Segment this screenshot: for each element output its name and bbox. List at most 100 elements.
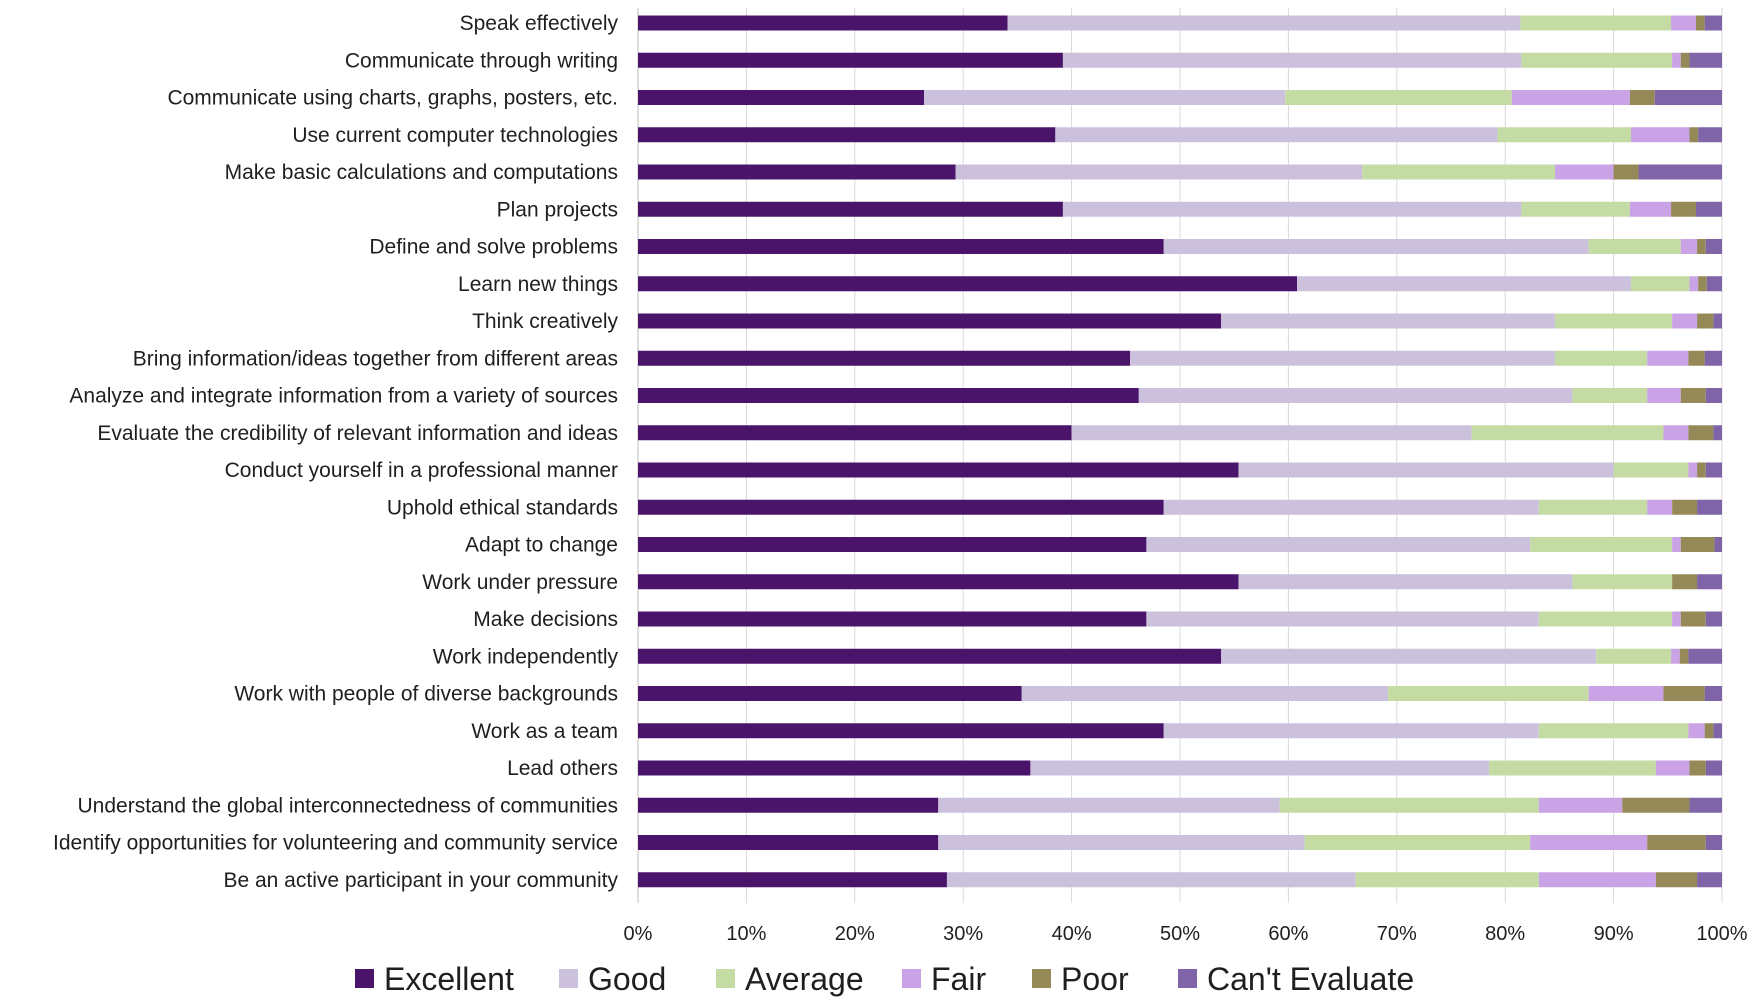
bar-segment-average	[1538, 499, 1648, 515]
category-label: Think creatively	[472, 310, 618, 333]
bar-row	[638, 648, 1722, 664]
category-label: Communicate using charts, graphs, poster…	[167, 87, 618, 110]
bar-segment-good	[1297, 276, 1631, 292]
bar-segment-excellent	[638, 574, 1239, 590]
category-label: Uphold ethical standards	[387, 496, 618, 519]
bar-segment-fair	[1672, 537, 1681, 552]
x-tick-label: 30%	[943, 923, 983, 945]
category-label: Plan projects	[497, 198, 618, 221]
bar-segment-can-t-evaluate	[1713, 313, 1722, 329]
bar-segment-good	[1146, 537, 1531, 552]
bar-segment-poor	[1697, 462, 1706, 478]
bar-segment-excellent	[638, 462, 1239, 478]
legend: Excellent Good Average Fair Poor Can't Evalua…	[355, 961, 1414, 997]
bar-row	[638, 15, 1722, 31]
bar-segment-average	[1555, 313, 1673, 329]
bar-segment-fair	[1647, 388, 1681, 403]
legend-swatch	[355, 969, 374, 988]
category-label: Understand the global interconnectedness…	[78, 794, 618, 817]
bar-row	[638, 835, 1722, 850]
bar-segment-good	[1238, 462, 1614, 478]
bar-segment-good	[1138, 388, 1573, 403]
bar-segment-can-t-evaluate	[1704, 686, 1722, 701]
bar-segment-excellent	[638, 872, 947, 888]
bar-segment-average	[1521, 52, 1673, 68]
category-label: Communicate through writing	[345, 49, 618, 72]
legend-label: Poor	[1061, 961, 1129, 997]
bar-segment-average	[1521, 201, 1630, 217]
bar-row	[638, 723, 1722, 739]
bar-row	[638, 388, 1722, 403]
bar-segment-average	[1488, 760, 1656, 776]
bar-segment-poor	[1688, 350, 1705, 366]
bar-segment-fair	[1663, 425, 1689, 441]
bar-segment-excellent	[638, 15, 1008, 31]
x-tick-label: 0%	[624, 923, 653, 945]
bars	[638, 15, 1722, 888]
legend-label: Can't Evaluate	[1207, 961, 1414, 997]
bar-segment-can-t-evaluate	[1697, 499, 1722, 515]
bar-segment-poor	[1671, 201, 1696, 217]
bar-row	[638, 90, 1722, 105]
bar-segment-excellent	[638, 648, 1222, 664]
bar-segment-excellent	[638, 127, 1056, 143]
bar-segment-average	[1304, 835, 1531, 850]
legend-item-can-t-evaluate: Can't Evaluate	[1178, 961, 1414, 997]
bar-segment-fair	[1538, 872, 1656, 888]
x-tick-label: 60%	[1268, 923, 1308, 945]
bar-segment-excellent	[638, 90, 925, 105]
bar-segment-good	[1163, 499, 1539, 515]
bar-segment-poor	[1663, 686, 1705, 701]
bar-row	[638, 350, 1722, 366]
bar-segment-fair	[1672, 52, 1681, 68]
bar-segment-poor	[1679, 648, 1689, 664]
bar-segment-excellent	[638, 350, 1131, 366]
legend-swatch	[1032, 969, 1051, 988]
bar-segment-poor	[1622, 797, 1690, 813]
bar-segment-fair	[1538, 797, 1623, 813]
bar-segment-average	[1497, 127, 1631, 143]
bar-segment-fair	[1630, 127, 1690, 143]
bar-segment-poor	[1688, 425, 1714, 441]
bar-segment-fair	[1672, 611, 1681, 627]
bar-segment-average	[1471, 425, 1664, 441]
legend-item-excellent: Excellent	[355, 961, 514, 997]
bar-segment-good	[1130, 350, 1556, 366]
bar-segment-excellent	[638, 797, 939, 813]
bar-row	[638, 611, 1722, 627]
bar-segment-average	[1362, 164, 1556, 180]
category-label: Define and solve problems	[369, 236, 618, 259]
bar-segment-average	[1538, 723, 1689, 739]
bar-segment-fair	[1688, 462, 1698, 478]
bar-segment-poor	[1704, 723, 1714, 739]
bar-segment-can-t-evaluate	[1654, 90, 1722, 105]
legend-item-poor: Poor	[1032, 961, 1129, 997]
bar-row	[638, 425, 1722, 441]
bar-segment-fair	[1671, 648, 1680, 664]
bar-row	[638, 872, 1722, 888]
bar-segment-fair	[1671, 15, 1696, 31]
bar-segment-poor	[1672, 499, 1698, 515]
category-label: Make decisions	[473, 608, 618, 631]
bar-row	[638, 201, 1722, 217]
bar-segment-can-t-evaluate	[1688, 648, 1722, 664]
category-label: Use current computer technologies	[292, 124, 618, 147]
legend-label: Fair	[931, 961, 986, 997]
bar-segment-can-t-evaluate	[1697, 574, 1722, 590]
bar-segment-excellent	[638, 835, 939, 850]
bar-segment-excellent	[638, 686, 1022, 701]
bar-row	[638, 127, 1722, 143]
category-labels: Speak effectively Communicate through wri…	[53, 12, 618, 892]
bar-segment-can-t-evaluate	[1705, 239, 1722, 254]
legend-swatch	[716, 969, 735, 988]
bar-segment-poor	[1680, 537, 1715, 552]
category-label: Evaluate the credibility of relevant inf…	[97, 422, 618, 445]
category-label: Speak effectively	[460, 12, 619, 35]
bar-segment-can-t-evaluate	[1695, 201, 1722, 217]
bar-segment-excellent	[638, 164, 956, 180]
bar-segment-fair	[1689, 276, 1699, 292]
bar-segment-can-t-evaluate	[1698, 127, 1722, 143]
bar-segment-poor	[1680, 388, 1706, 403]
bar-segment-poor	[1672, 574, 1698, 590]
